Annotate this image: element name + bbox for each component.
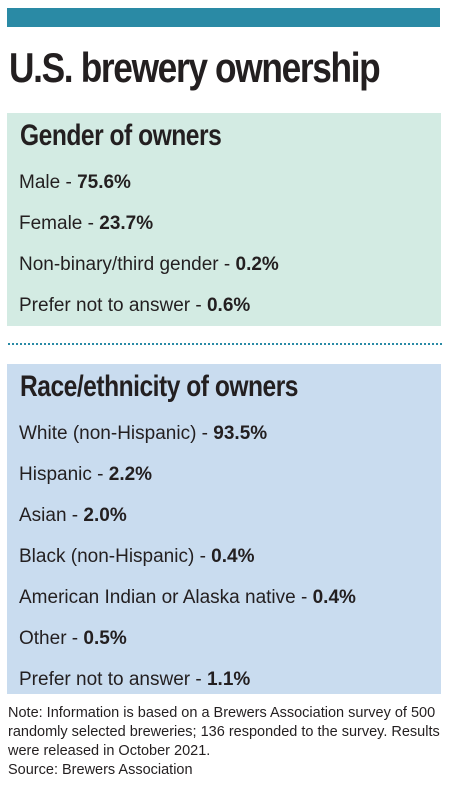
stat-label: Non-binary/third gender - <box>19 254 236 275</box>
gender-list: Male - 75.6% Female - 23.7% Non-binary/t… <box>19 162 279 326</box>
top-accent-bar <box>7 8 440 27</box>
gender-panel: Gender of owners Male - 75.6% Female - 2… <box>7 113 441 326</box>
list-item: Prefer not to answer - 1.1% <box>19 659 356 700</box>
stat-value: 0.6% <box>206 295 251 316</box>
list-item: White (non-Hispanic) - 93.5% <box>19 413 356 454</box>
list-item: Hispanic - 2.2% <box>19 454 356 495</box>
stat-label: Prefer not to answer - <box>19 669 207 690</box>
page-title: U.S. brewery ownership <box>9 44 381 91</box>
list-item: Non-binary/third gender - 0.2% <box>19 244 279 285</box>
list-item: Asian - 2.0% <box>19 495 356 536</box>
stat-label: Prefer not to answer - <box>19 295 207 316</box>
list-item: Other - 0.5% <box>19 618 356 659</box>
stat-value: 2.0% <box>83 505 127 526</box>
stat-label: Hispanic - <box>19 464 109 485</box>
stat-value: 0.4% <box>211 546 255 567</box>
note-text: Note: Information is based on a Brewers … <box>8 705 440 759</box>
section-divider <box>8 343 442 345</box>
gender-heading: Gender of owners <box>20 119 222 152</box>
stat-label: Black (non-Hispanic) - <box>19 546 212 567</box>
race-list: White (non-Hispanic) - 93.5% Hispanic - … <box>19 413 356 700</box>
stat-value: 93.5% <box>213 423 268 444</box>
race-panel: Race/ethnicity of owners White (non-Hisp… <box>7 364 441 694</box>
source-text: Source: Brewers Association <box>8 762 193 778</box>
stat-label: Asian - <box>19 505 84 526</box>
stat-value: 0.5% <box>83 628 127 649</box>
stat-value: 75.6% <box>77 172 131 193</box>
stat-value: 0.4% <box>312 587 356 608</box>
list-item: Prefer not to answer - 0.6% <box>19 285 279 326</box>
stat-value: 23.7% <box>99 213 154 234</box>
stat-label: Male - <box>19 172 78 193</box>
list-item: American Indian or Alaska native - 0.4% <box>19 577 356 618</box>
stat-value: 1.1% <box>206 669 251 690</box>
stat-label: Female - <box>19 213 100 234</box>
stat-label: American Indian or Alaska native - <box>19 587 313 608</box>
stat-value: 0.2% <box>235 254 279 275</box>
stat-label: White (non-Hispanic) - <box>19 423 214 444</box>
footnote: Note: Information is based on a Brewers … <box>8 704 444 780</box>
race-heading: Race/ethnicity of owners <box>20 370 299 403</box>
stat-label: Other - <box>19 628 84 649</box>
list-item: Male - 75.6% <box>19 162 279 203</box>
list-item: Black (non-Hispanic) - 0.4% <box>19 536 356 577</box>
list-item: Female - 23.7% <box>19 203 279 244</box>
stat-value: 2.2% <box>108 464 153 485</box>
